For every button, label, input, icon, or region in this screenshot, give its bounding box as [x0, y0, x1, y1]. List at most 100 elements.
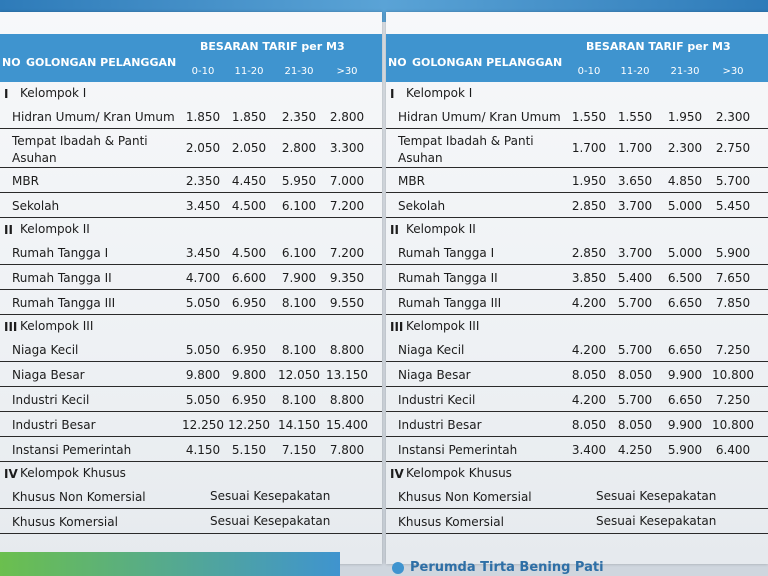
customer-group-name: Sekolah [12, 199, 60, 213]
tariff-value-1: 3.850 [571, 271, 607, 285]
tariff-value-2: 3.650 [617, 174, 653, 188]
tariff-value-1: 4.200 [571, 393, 607, 407]
tariff-value-2: 9.800 [231, 368, 267, 382]
table-row: Khusus Non Komersial Sesuai Kesepakatan [0, 484, 382, 509]
customer-group-name: Industri Kecil [398, 393, 476, 407]
group-number: II [4, 223, 13, 237]
tariff-value-4: 7.200 [329, 246, 365, 260]
tariff-value-1: 5.050 [185, 393, 221, 407]
tariff-value-4: 5.900 [715, 246, 751, 260]
tariff-value-3: 9.900 [667, 418, 703, 432]
tariff-value-3: 8.100 [281, 393, 317, 407]
tariff-value-3: 7.150 [281, 443, 317, 457]
tariff-value-3: 5.000 [667, 246, 703, 260]
tariff-value-3: 14.150 [278, 418, 320, 432]
group-name: Kelompok II [406, 222, 476, 236]
group-name: Kelompok II [20, 222, 90, 236]
tariff-value-4: 7.200 [329, 199, 365, 213]
table-row: Niaga Besar 9.800 9.800 12.050 13.150 [0, 362, 382, 387]
tariff-value-1: 8.050 [571, 368, 607, 382]
tariff-value-4: 10.800 [712, 418, 754, 432]
group-name: Kelompok III [406, 319, 480, 333]
tariff-value-4: 2.800 [329, 110, 365, 124]
tariff-value-4: 9.350 [329, 271, 365, 285]
customer-group-name: Khusus Non Komersial [12, 490, 146, 504]
customer-group-name: Instansi Pemerintah [398, 443, 518, 457]
tariff-value-3: 9.900 [667, 368, 703, 382]
tariff-value-3: 5.900 [667, 443, 703, 457]
tariff-value-3: 6.650 [667, 296, 703, 310]
table-row: Niaga Kecil 5.050 6.950 8.100 8.800 [0, 337, 382, 362]
customer-group-name: Rumah Tangga I [398, 246, 495, 260]
tariff-value-1: 5.050 [185, 343, 221, 357]
tariff-value-3: 12.050 [278, 368, 320, 382]
tariff-value-2: 12.250 [228, 418, 270, 432]
customer-group-name: Rumah Tangga I [12, 246, 109, 260]
table-header: NO GOLONGAN PELANGGAN BESARAN TARIF per … [0, 34, 382, 82]
logo-icon [392, 562, 404, 574]
tariff-value-2: 5.700 [617, 296, 653, 310]
tariff-value-4: 7.250 [715, 343, 751, 357]
tariff-table-right: NO GOLONGAN PELANGGAN BESARAN TARIF per … [386, 12, 768, 564]
tariff-value-1: 2.350 [185, 174, 221, 188]
customer-group-name: Khusus Komersial [12, 515, 118, 529]
tariff-value-1: 3.450 [185, 246, 221, 260]
table-row: Instansi Pemerintah 3.400 4.250 5.900 6.400 [386, 437, 768, 462]
header-range-3: 21-30 [284, 66, 314, 77]
table-row: MBR 1.950 3.650 4.850 5.700 [386, 168, 768, 193]
tariff-value-1: 3.450 [185, 199, 221, 213]
tariff-value-4: 10.800 [712, 368, 754, 382]
tariff-value-4: 15.400 [326, 418, 368, 432]
table-row: MBR 2.350 4.450 5.950 7.000 [0, 168, 382, 193]
table-row: Rumah Tangga I 2.850 3.700 5.000 5.900 [386, 240, 768, 265]
customer-group-name: Tempat Ibadah & Panti Asuhan [12, 134, 148, 165]
group-number: I [4, 87, 9, 101]
tariff-value-1: 3.400 [571, 443, 607, 457]
table-row: Rumah Tangga II 3.850 5.400 6.500 7.650 [386, 265, 768, 290]
tariff-value-3: 2.300 [667, 141, 703, 155]
customer-group-name: Khusus Komersial [398, 515, 504, 529]
table-row: Tempat Ibadah & Panti Asuhan 1.700 1.700 2.… [386, 129, 768, 168]
tariff-value-3: 6.650 [667, 343, 703, 357]
header-tarif: BESARAN TARIF per M3 [586, 40, 731, 53]
table-row: Industri Kecil 4.200 5.700 6.650 7.250 [386, 387, 768, 412]
table-body: I Kelompok I Hidran Umum/ Kran Umum 1.550 1.… [386, 82, 768, 534]
group-name: Kelompok Khusus [20, 466, 126, 480]
table-row: Industri Besar 8.050 8.050 9.900 10.800 [386, 412, 768, 437]
table-row: Khusus Komersial Sesuai Kesepakatan [0, 509, 382, 534]
tariff-value-3: 6.100 [281, 199, 317, 213]
tariff-value-2: 2.050 [231, 141, 267, 155]
group-heading: I Kelompok I [386, 82, 768, 104]
tariff-value-4: 9.550 [329, 296, 365, 310]
header-range-2: 11-20 [620, 66, 650, 77]
tariff-value-1: 5.050 [185, 296, 221, 310]
header-no: NO [388, 56, 407, 69]
table-row: Khusus Non Komersial Sesuai Kesepakatan [386, 484, 768, 509]
tariff-value-1: 1.950 [571, 174, 607, 188]
header-range-1: 0-10 [191, 66, 215, 77]
customer-group-name: Rumah Tangga III [398, 296, 502, 310]
header-range-1: 0-10 [577, 66, 601, 77]
tariff-value-2: 5.400 [617, 271, 653, 285]
group-name: Kelompok I [20, 86, 87, 100]
footer-company-name: Perumda Tirta Bening Pati [410, 560, 604, 575]
header-range-3: 21-30 [670, 66, 700, 77]
tariff-value-4: 7.850 [715, 296, 751, 310]
tariff-value-2: 4.450 [231, 174, 267, 188]
tariff-value-2: 3.700 [617, 246, 653, 260]
group-number: III [4, 320, 18, 334]
group-heading: III Kelompok III [386, 315, 768, 337]
header-golongan: GOLONGAN PELANGGAN [412, 56, 563, 69]
tariff-value-1: 9.800 [185, 368, 221, 382]
customer-group-name: Sekolah [398, 199, 446, 213]
group-number: I [390, 87, 395, 101]
tariff-value-3: 7.900 [281, 271, 317, 285]
table-row: Rumah Tangga II 4.700 6.600 7.900 9.350 [0, 265, 382, 290]
table-row: Rumah Tangga III 5.050 6.950 8.100 9.550 [0, 290, 382, 315]
group-heading: I Kelompok I [0, 82, 382, 104]
tariff-value-4: 3.300 [329, 141, 365, 155]
tariff-value-1: 4.200 [571, 296, 607, 310]
tariff-value-1: 2.850 [571, 199, 607, 213]
tariff-value-2: 6.950 [231, 393, 267, 407]
group-number: III [390, 320, 404, 334]
